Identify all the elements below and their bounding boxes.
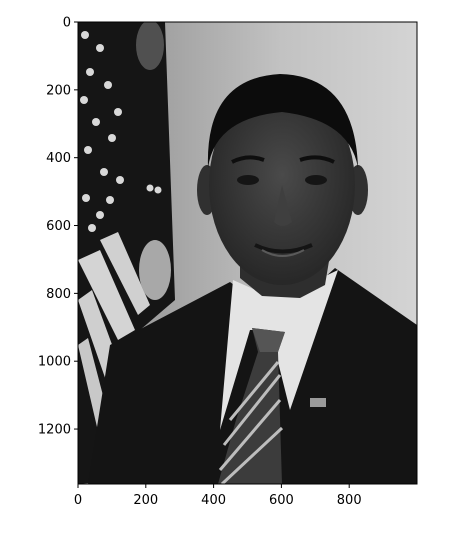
- x-tick-label: 200: [133, 493, 158, 508]
- portrait-image: [78, 22, 417, 484]
- hair: [207, 74, 358, 168]
- y-tick-label: 400: [46, 151, 71, 166]
- axes-frame: [77, 21, 418, 485]
- flag: [78, 22, 175, 484]
- y-tick-label: 600: [46, 219, 71, 234]
- y-tick-label: 1200: [38, 423, 71, 438]
- y-tick-label: 0: [63, 16, 71, 31]
- x-tick-label: 0: [74, 493, 82, 508]
- x-tick-label: 600: [269, 493, 294, 508]
- facial-features: [231, 155, 335, 257]
- x-axis: 0 200 400 600 800: [74, 484, 362, 508]
- lapel-pin: [310, 398, 326, 407]
- y-tick-label: 800: [46, 287, 71, 302]
- y-axis: 0 200 400 600 800 1000 1200: [38, 16, 78, 438]
- x-tick-label: 800: [337, 493, 362, 508]
- shirt: [220, 270, 338, 430]
- y-tick-label: 200: [46, 83, 71, 98]
- y-tick-label: 1000: [38, 355, 71, 370]
- tie: [218, 328, 285, 484]
- x-tick-label: 400: [201, 493, 226, 508]
